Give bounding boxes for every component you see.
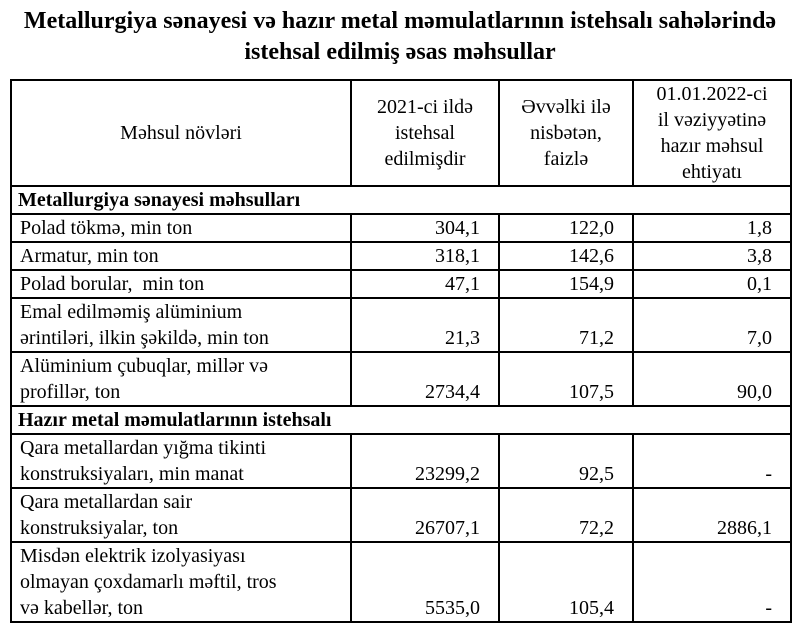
percent-value-cell: 107,5 xyxy=(498,351,634,407)
header-row: Məhsul növləri 2021-ci ildə istehsal edi… xyxy=(10,79,792,187)
stock-value-cell: 7,0 xyxy=(632,297,792,353)
produced-value-cell: 318,1 xyxy=(350,241,500,271)
page-title: Metallurgiya sənayesi və hazır metal məm… xyxy=(23,8,777,65)
produced-value-cell: 26707,1 xyxy=(350,487,500,543)
stock-value-cell: 90,0 xyxy=(632,351,792,407)
produced-value-cell: 304,1 xyxy=(350,213,500,243)
column-header-percent-vs-previous-year: Əvvəlki ilə nisbətən, faizlə xyxy=(498,79,634,187)
section-header-label: Hazır metal məmulatlarının istehsalı xyxy=(10,405,792,435)
section-header-row: Metallurgiya sənayesi məhsulları xyxy=(10,185,792,215)
table-row: Misdən elektrik izolyasiyası olmayan çox… xyxy=(10,541,792,623)
produced-value-cell: 21,3 xyxy=(350,297,500,353)
percent-value-cell: 72,2 xyxy=(498,487,634,543)
table-row: Alüminium çubuqlar, millər və profillər,… xyxy=(10,351,792,407)
column-header-produced-2021: 2021-ci ildə istehsal edilmişdir xyxy=(350,79,500,187)
product-name-cell: Qara metallardan sair konstruksiyalar, t… xyxy=(10,487,352,543)
table-row: Armatur, min ton 318,1 142,6 3,8 xyxy=(10,241,792,271)
produced-value-cell: 47,1 xyxy=(350,269,500,299)
table-row: Emal edilməmiş alüminium ərintiləri, ilk… xyxy=(10,297,792,353)
stock-value-cell: 2886,1 xyxy=(632,487,792,543)
stock-value-cell: - xyxy=(632,541,792,623)
stock-value-cell: 1,8 xyxy=(632,213,792,243)
percent-value-cell: 122,0 xyxy=(498,213,634,243)
percent-value-cell: 142,6 xyxy=(498,241,634,271)
percent-value-cell: 92,5 xyxy=(498,433,634,489)
percent-value-cell: 154,9 xyxy=(498,269,634,299)
produced-value-cell: 2734,4 xyxy=(350,351,500,407)
column-header-product-types: Məhsul növləri xyxy=(10,79,352,187)
table-row: Polad borular, min ton 47,1 154,9 0,1 xyxy=(10,269,792,299)
product-name-cell: Polad tökmə, min ton xyxy=(10,213,352,243)
column-header-stock-01-01-2022: 01.01.2022-ci il vəziyyətinə hazır məhsu… xyxy=(632,79,792,187)
stock-value-cell: 0,1 xyxy=(632,269,792,299)
produced-value-cell: 5535,0 xyxy=(350,541,500,623)
products-table: Məhsul növləri 2021-ci ildə istehsal edi… xyxy=(10,79,792,623)
product-name-cell: Misdən elektrik izolyasiyası olmayan çox… xyxy=(10,541,352,623)
percent-value-cell: 71,2 xyxy=(498,297,634,353)
stock-value-cell: - xyxy=(632,433,792,489)
produced-value-cell: 23299,2 xyxy=(350,433,500,489)
product-name-cell: Polad borular, min ton xyxy=(10,269,352,299)
table-row: Polad tökmə, min ton 304,1 122,0 1,8 xyxy=(10,213,792,243)
percent-value-cell: 105,4 xyxy=(498,541,634,623)
product-name-cell: Emal edilməmiş alüminium ərintiləri, ilk… xyxy=(10,297,352,353)
product-name-cell: Armatur, min ton xyxy=(10,241,352,271)
product-name-cell: Alüminium çubuqlar, millər və profillər,… xyxy=(10,351,352,407)
product-name-cell: Qara metallardan yığma tikinti konstruks… xyxy=(10,433,352,489)
section-header-label: Metallurgiya sənayesi məhsulları xyxy=(10,185,792,215)
stock-value-cell: 3,8 xyxy=(632,241,792,271)
table-row: Qara metallardan yığma tikinti konstruks… xyxy=(10,433,792,489)
section-header-row: Hazır metal məmulatlarının istehsalı xyxy=(10,405,792,435)
table-row: Qara metallardan sair konstruksiyalar, t… xyxy=(10,487,792,543)
